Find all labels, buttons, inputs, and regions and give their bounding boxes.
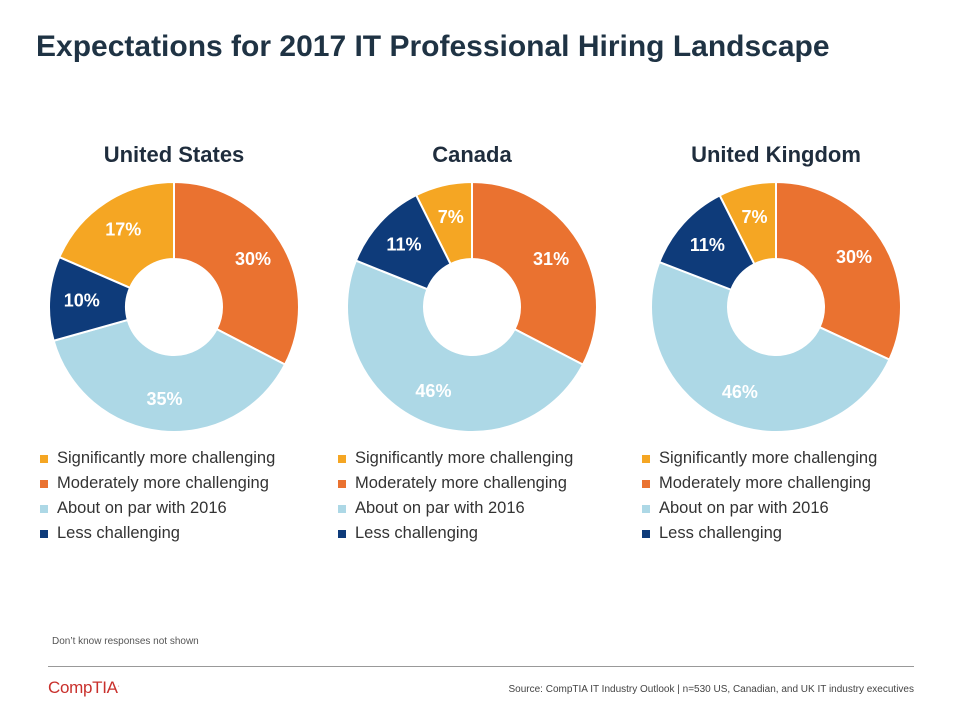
chart-title: United Kingdom [691,142,861,167]
legend-label: Significantly more challenging [57,449,276,467]
donut-slice-moderately [173,180,300,366]
legend-label: Less challenging [355,524,478,542]
legend-swatch [338,504,346,513]
donut-slice-on-par [650,260,891,433]
slice-value-label: 17% [105,220,141,240]
legend-swatch [40,504,48,513]
legend-label: Less challenging [659,524,782,542]
legend-label: About on par with 2016 [355,499,525,517]
chart-panel-united-states: United States 17% 30% 35% 10% Significantly… [24,140,324,560]
legend-item-moderately: Moderately more challenging [338,471,573,496]
slice-value-label: 11% [690,235,725,255]
legend-label: Moderately more challenging [57,474,269,492]
legend-item-less: Less challenging [642,521,877,546]
legend-swatch [642,529,650,538]
slice-value-label: 46% [722,382,758,402]
legend-swatch [642,504,650,513]
chart-title: Canada [432,142,512,167]
legend-item-significantly: Significantly more challenging [642,446,877,471]
footer-divider [48,666,914,667]
legend: Significantly more challenging Moderatel… [40,446,275,546]
legend-label: Less challenging [57,524,180,542]
chart-title: United States [103,142,245,167]
donut-slice-moderately [775,180,902,361]
legend-swatch [40,529,48,538]
legend-swatch [642,454,650,463]
legend-swatch [40,454,48,463]
slice-value-label: 10% [64,291,100,311]
donut-slice-less [48,255,132,342]
legend-swatch [642,479,650,488]
legend-label: Significantly more challenging [659,449,878,467]
slice-value-label: 30% [836,247,872,267]
legend-item-on-par: About on par with 2016 [642,496,877,521]
legend-swatch [338,454,346,463]
legend: Significantly more challenging Moderatel… [642,446,877,546]
legend-item-less: Less challenging [40,521,275,546]
legend-label: Moderately more challenging [659,474,871,492]
legend-swatch [338,479,346,488]
legend-item-on-par: About on par with 2016 [40,496,275,521]
slice-value-label: 11% [386,234,421,254]
chart-panel-canada: Canada 7% 31% 46% 11% Significantly more ch… [322,140,622,560]
legend-label: Significantly more challenging [355,449,574,467]
legend-item-moderately: Moderately more challenging [40,471,275,496]
legend-swatch [40,479,48,488]
slice-value-label: 46% [415,381,451,401]
legend-label: Moderately more challenging [355,474,567,492]
legend: Significantly more challenging Moderatel… [338,446,573,546]
logo-mark: . [117,681,120,689]
comptia-logo[interactable]: CompTIA. [48,678,120,698]
page-title: Expectations for 2017 IT Professional Hi… [36,30,830,63]
slice-value-label: 7% [742,207,768,227]
donut-slice-less [658,194,756,292]
legend-item-less: Less challenging [338,521,573,546]
donut-slice-moderately [471,180,598,367]
donut-slice-less [354,193,452,291]
footnote: Don’t know responses not shown [52,636,199,647]
donut-slice-on-par [346,259,585,433]
legend-label: About on par with 2016 [659,499,829,517]
slice-value-label: 35% [147,389,183,409]
legend-item-significantly: Significantly more challenging [338,446,573,471]
donut-chart: 7% 30% 46% 11% [650,180,902,433]
slice-value-label: 31% [533,249,569,269]
donut-chart: 17% 30% 35% 10% [48,180,300,433]
slice-value-label: 30% [235,249,271,269]
donut-chart: 7% 31% 46% 11% [346,180,598,433]
donut-slice-significantly [58,180,175,290]
chart-panel-united-kingdom: United Kingdom 7% 30% 46% 11% Significantly… [626,140,926,560]
legend-item-moderately: Moderately more challenging [642,471,877,496]
legend-item-significantly: Significantly more challenging [40,446,275,471]
donut-slice-on-par [52,318,287,433]
legend-swatch [338,529,346,538]
source-note: Source: CompTIA IT Industry Outlook | n=… [508,684,915,695]
logo-text: CompTIA [48,678,118,697]
legend-label: About on par with 2016 [57,499,227,517]
slice-value-label: 7% [438,207,464,227]
legend-item-on-par: About on par with 2016 [338,496,573,521]
